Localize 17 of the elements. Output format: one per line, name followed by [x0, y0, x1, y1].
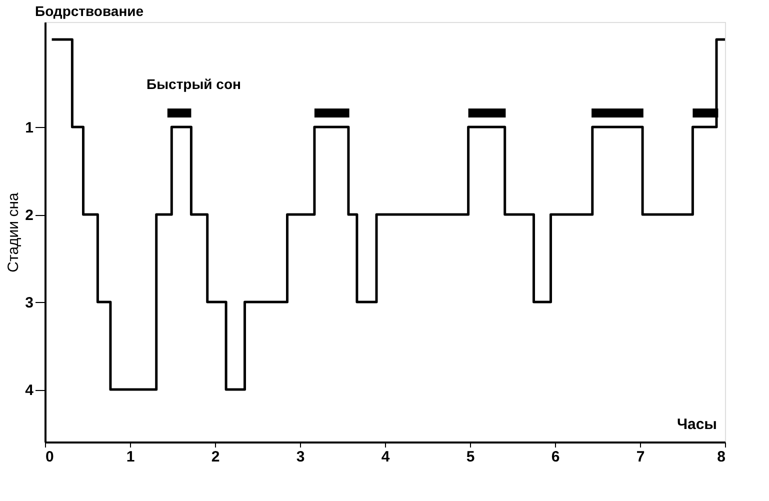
text: Бодрствование — [35, 3, 144, 19]
x-tick-label: 7 — [636, 448, 645, 466]
x-tick-label: 3 — [296, 448, 305, 466]
y-axis-title: Стадии сна — [5, 192, 22, 272]
x-tick-label: 8 — [717, 448, 726, 466]
x-tick-label: 0 — [46, 448, 54, 466]
x-tick-label: 4 — [381, 448, 390, 466]
y-tick-label: 1 — [25, 120, 34, 136]
y-tick-label: 2 — [25, 207, 34, 224]
x-tick-label: 6 — [551, 448, 560, 466]
x-tick-label: 2 — [211, 448, 220, 466]
x-tick-label: 5 — [466, 448, 475, 466]
annotation: Быстрый сон — [146, 76, 241, 92]
y-tick-label: 4 — [25, 382, 34, 399]
y-tick-label: 3 — [25, 294, 34, 312]
x-tick-label: 1 — [126, 448, 135, 466]
x-axis-title: Часы — [676, 416, 717, 433]
